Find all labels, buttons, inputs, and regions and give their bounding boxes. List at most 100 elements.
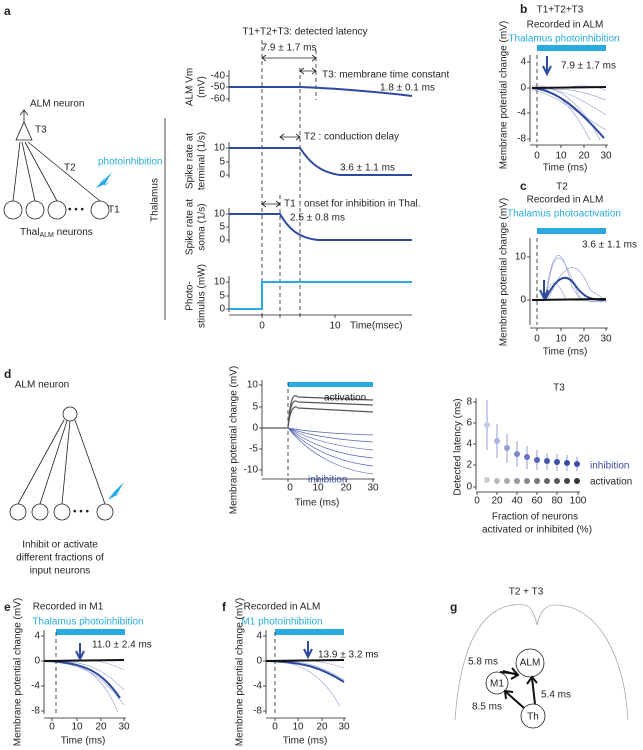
- shape: [287, 427, 374, 475]
- label: T1: [108, 205, 120, 216]
- tick-label: 0: [272, 722, 278, 733]
- subtitle: Recorded in ALM: [527, 20, 604, 31]
- panel-letter: e: [4, 600, 11, 614]
- tick-label: 10: [214, 209, 226, 220]
- panel-c: T2 Recorded in ALM Thalamus photoactivat…: [499, 182, 637, 358]
- shape: [532, 255, 607, 303]
- tick-label: 30: [600, 334, 612, 345]
- node: M1: [490, 679, 504, 690]
- shape: [539, 280, 549, 301]
- shape: [494, 438, 500, 444]
- y-label: soma (1/s): [197, 203, 208, 250]
- tick-label: -5: [249, 444, 258, 455]
- caption: different fractions of: [16, 553, 104, 564]
- edge-label: 5.4 ms: [541, 690, 571, 701]
- shape: [279, 133, 301, 141]
- x-label: Time (ms): [543, 163, 588, 174]
- tick-label: 10: [247, 380, 259, 391]
- tick-label: 20: [578, 334, 590, 345]
- subtitle: Recorded in ALM: [244, 602, 321, 613]
- title: T1+T2+T3: detected latency: [242, 27, 367, 38]
- caption: input neurons: [30, 566, 91, 577]
- tick-label: 0: [49, 722, 55, 733]
- shape: [514, 478, 520, 484]
- tick-label: 20: [316, 722, 328, 733]
- neuron: [47, 200, 67, 220]
- shape: [43, 659, 125, 713]
- label-part: neurons: [57, 227, 93, 238]
- shape: [41, 630, 126, 721]
- shape: [524, 478, 530, 484]
- shape: [96, 503, 114, 521]
- label: ThalALM neurons: [20, 227, 93, 239]
- annotation: 11.0 ± 2.4 ms: [92, 640, 152, 651]
- shape: [531, 86, 607, 89]
- tick-label: 10: [515, 252, 527, 263]
- tick-label: 0: [256, 656, 262, 667]
- panel-letter: f: [222, 600, 227, 614]
- x-label: Time (ms): [283, 736, 328, 747]
- tick-label: -8: [253, 706, 262, 717]
- tick-label: -10: [244, 465, 259, 476]
- shape: [531, 87, 605, 139]
- annotation: 7.9 ± 1.7 ms: [561, 61, 616, 72]
- y-label: stimulus (mW): [197, 264, 208, 328]
- title: T2 + T3: [509, 587, 544, 598]
- shape: [504, 445, 510, 451]
- tick-label: 8: [466, 397, 472, 408]
- neuron: [90, 200, 110, 220]
- shape: [43, 660, 121, 699]
- y-label: terminal (1/s): [197, 132, 208, 190]
- shape: [263, 630, 346, 721]
- y-label: Spike rate at: [185, 133, 196, 189]
- shape: [504, 478, 510, 484]
- tick-label: 5: [252, 402, 258, 413]
- y-label: Membrane potential change (mV): [229, 366, 240, 514]
- annotation: 13.9 ± 3.2 ms: [318, 650, 379, 661]
- shape: [265, 659, 345, 662]
- x-label: Time (ms): [61, 736, 106, 747]
- tick-label: 0: [466, 482, 472, 493]
- shape: [502, 667, 520, 680]
- title: T1+T2+T3: [537, 5, 584, 16]
- tick-label: 10: [214, 143, 226, 154]
- shape: [484, 477, 490, 483]
- label-part: ALM: [39, 232, 54, 239]
- annotation: 3.6 ± 1.1 ms: [340, 163, 395, 174]
- shape: [454, 604, 629, 721]
- shape: [542, 56, 552, 77]
- shape: [265, 659, 345, 707]
- panel-a: ALM neuron T3 T2 T1 photoinhibition • • …: [3, 27, 449, 332]
- tick-label: 5: [219, 157, 225, 168]
- shape: [574, 461, 580, 467]
- panel-letter: b: [520, 2, 527, 16]
- shape: [503, 689, 525, 709]
- y-label: Detected latency (ms): [453, 398, 464, 495]
- title: T3: [553, 383, 565, 394]
- neuron: [62, 406, 78, 422]
- tick-label: 0: [219, 235, 225, 246]
- shape: [9, 503, 27, 521]
- panel-letter: a: [4, 4, 11, 18]
- shape: [485, 671, 509, 695]
- shape: [486, 400, 578, 471]
- label: ALM neuron: [30, 99, 84, 110]
- panel-b: T1+T2+T3 Recorded in ALM Thalamus photoi…: [499, 5, 620, 174]
- caption: Inhibit or activate: [22, 540, 98, 551]
- tick-label: 30: [118, 722, 130, 733]
- annotation: 1.8 ± 0.1 ms: [380, 83, 435, 94]
- x-label: Time (ms): [295, 498, 340, 509]
- shape: [229, 281, 412, 310]
- shape: [261, 54, 317, 62]
- shape: [288, 382, 373, 387]
- stim-bar: [537, 228, 606, 234]
- dots: • • •: [68, 205, 85, 216]
- subtitle: Recorded in M1: [33, 602, 104, 613]
- shape: [261, 40, 317, 318]
- legend: activation: [590, 477, 632, 488]
- panel-f: Recorded in ALM M1 photoinhibition Membr…: [235, 598, 379, 747]
- shape: [527, 238, 608, 331]
- shape: [554, 478, 560, 484]
- subtitle: Thalamus photoinhibition: [508, 34, 619, 45]
